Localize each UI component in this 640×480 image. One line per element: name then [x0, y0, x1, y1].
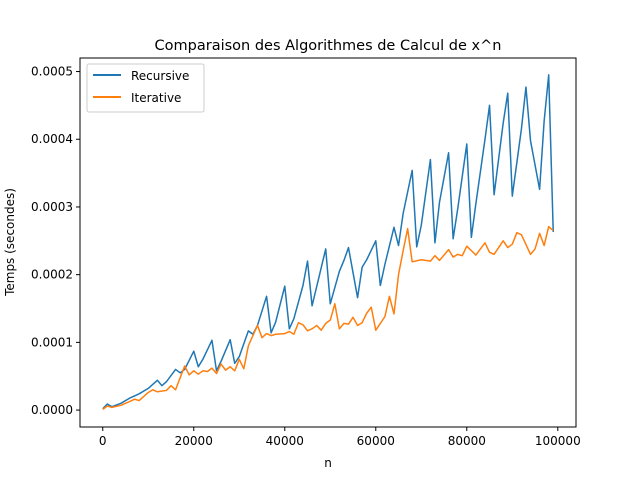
x-tick-label: 0: [99, 434, 107, 448]
x-tick-label: 40000: [266, 434, 304, 448]
y-axis: 0.0000 0.0001 0.0002 0.0003 0.0004 0.0005: [31, 65, 80, 417]
y-tick-label: 0.0004: [31, 132, 73, 146]
series-line-recursive: [102, 74, 554, 410]
y-tick-label: 0.0000: [31, 403, 73, 417]
chart-title: Comparaison des Algorithmes de Calcul de…: [155, 38, 502, 54]
legend: Recursive Iterative: [86, 63, 205, 113]
x-tick-label: 100000: [535, 434, 581, 448]
x-tick-label: 80000: [448, 434, 486, 448]
series-group: [102, 74, 554, 411]
y-tick-label: 0.0005: [31, 65, 73, 79]
x-tick-label: 20000: [175, 434, 213, 448]
y-axis-label: Temps (secondes): [3, 188, 17, 297]
x-axis-label: n: [324, 456, 332, 470]
y-tick-label: 0.0001: [31, 335, 73, 349]
legend-label-iterative: Iterative: [131, 91, 181, 105]
y-tick-label: 0.0003: [31, 200, 73, 214]
x-axis: 0 20000 40000 60000 80000 100000: [99, 427, 581, 448]
legend-label-recursive: Recursive: [131, 69, 189, 83]
plot-frame: [79, 57, 577, 428]
y-tick-label: 0.0002: [31, 268, 73, 282]
x-tick-label: 60000: [357, 434, 395, 448]
plot-area: 0 20000 40000 60000 80000 100000 0.0000 0.0001…: [31, 57, 581, 448]
series-line-iterative: [102, 225, 554, 411]
